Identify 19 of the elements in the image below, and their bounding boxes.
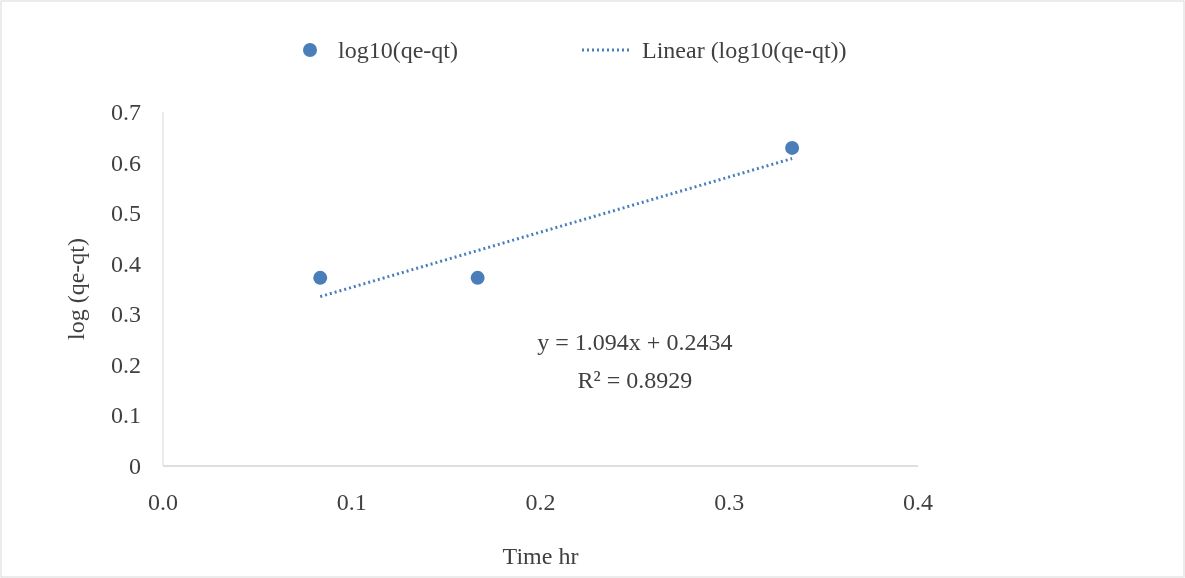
x-tick-label: 0.2 — [525, 489, 556, 515]
y-tick-label: 0.2 — [111, 351, 141, 378]
y-axis-title: log (qe-qt) — [63, 238, 89, 340]
y-tick-label: 0.6 — [111, 149, 141, 176]
y-tick-label: 0.3 — [111, 301, 141, 328]
y-tick-label: 0.4 — [111, 250, 141, 277]
x-tick-label: 0.1 — [336, 489, 367, 515]
legend-label: log10(qe-qt) — [338, 37, 458, 63]
y-tick-label: 0.1 — [111, 402, 141, 429]
x-tick-label: 0.4 — [903, 489, 933, 515]
y-tick-label: 0.7 — [111, 99, 141, 125]
x-axis-title: Time hr — [502, 543, 579, 569]
y-tick-label: 0 — [129, 453, 141, 479]
x-tick-label: 0.0 — [148, 489, 178, 515]
annotation: y = 1.094x + 0.2434 — [537, 329, 733, 355]
y-tick-label: 0.5 — [111, 200, 141, 227]
legend-label: Linear (log10(qe-qt)) — [642, 37, 847, 63]
annotation: R² = 0.8929 — [577, 367, 693, 393]
x-tick-label: 0.3 — [714, 489, 745, 515]
